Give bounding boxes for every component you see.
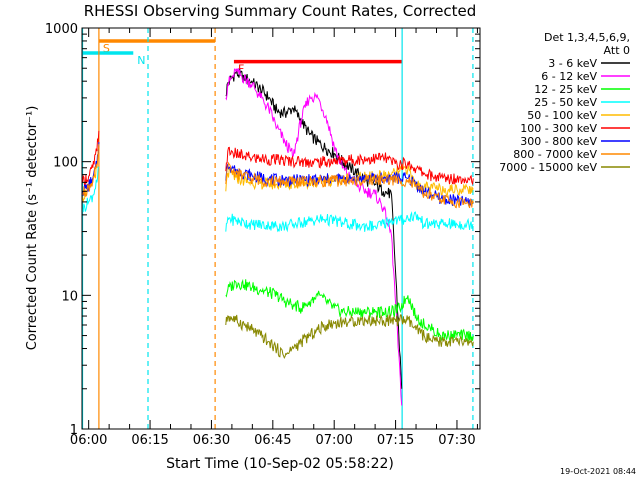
timestamp: 19-Oct-2021 08:44	[560, 467, 636, 476]
x-tick-label: 06:00	[70, 433, 107, 448]
x-axis-label: Start Time (10-Sep-02 05:58:22)	[166, 456, 394, 472]
y-axis-label: Corrected Count Rate (s⁻¹ detector⁻¹)	[25, 106, 40, 351]
legend-header: Det 1,3,4,5,6,9,	[544, 31, 630, 44]
legend-label: 50 - 100 keV	[527, 109, 597, 122]
series-lines	[82, 67, 474, 406]
x-axis-ticks: 06:00 06:15 06:30 06:45 07:00 07:15 07:30	[70, 28, 478, 448]
vertical-markers	[81, 28, 474, 429]
annotation-label-f: F	[238, 63, 244, 76]
x-tick-label: 07:15	[377, 433, 414, 448]
legend-label: 300 - 800 keV	[520, 135, 597, 148]
x-tick-label: 06:15	[131, 433, 168, 448]
plot-frame	[81, 27, 481, 430]
legend-header: Att 0	[604, 44, 630, 57]
legend-label: 6 - 12 keV	[541, 70, 597, 83]
y-tick-label: 1	[70, 423, 78, 438]
x-tick-label: 06:30	[193, 433, 230, 448]
y-axis-ticks: 1 10 100 1000	[45, 22, 480, 438]
legend-label: 800 - 7000 keV	[513, 148, 597, 161]
legend-label: 7000 - 15000 keV	[499, 161, 597, 174]
x-tick-label: 07:00	[315, 433, 352, 448]
series-line-0	[225, 68, 403, 389]
series-line-3	[82, 166, 474, 233]
legend-label: 25 - 50 keV	[534, 96, 597, 109]
series-line-8	[225, 314, 474, 360]
legend-label: 12 - 25 keV	[534, 83, 597, 96]
series-line-5	[82, 130, 474, 187]
legend-label: 100 - 300 keV	[520, 122, 597, 135]
x-tick-label: 07:30	[438, 433, 475, 448]
y-tick-label: 100	[53, 156, 78, 171]
series-line-6	[82, 142, 474, 207]
y-tick-label: 10	[61, 289, 78, 304]
y-tick-label: 1000	[45, 22, 78, 37]
annotation-label-s: S	[103, 42, 110, 55]
observing-annotations: S N F	[82, 39, 403, 76]
series-line-2	[225, 278, 474, 342]
legend-label: 3 - 6 keV	[548, 57, 597, 70]
chart-title: RHESSI Observing Summary Count Rates, Co…	[84, 2, 477, 20]
series-line-1	[225, 67, 403, 406]
series-line-7	[82, 144, 474, 209]
annotation-label-n: N	[137, 54, 145, 67]
series-line-4	[82, 150, 474, 203]
x-tick-label: 06:45	[254, 433, 291, 448]
